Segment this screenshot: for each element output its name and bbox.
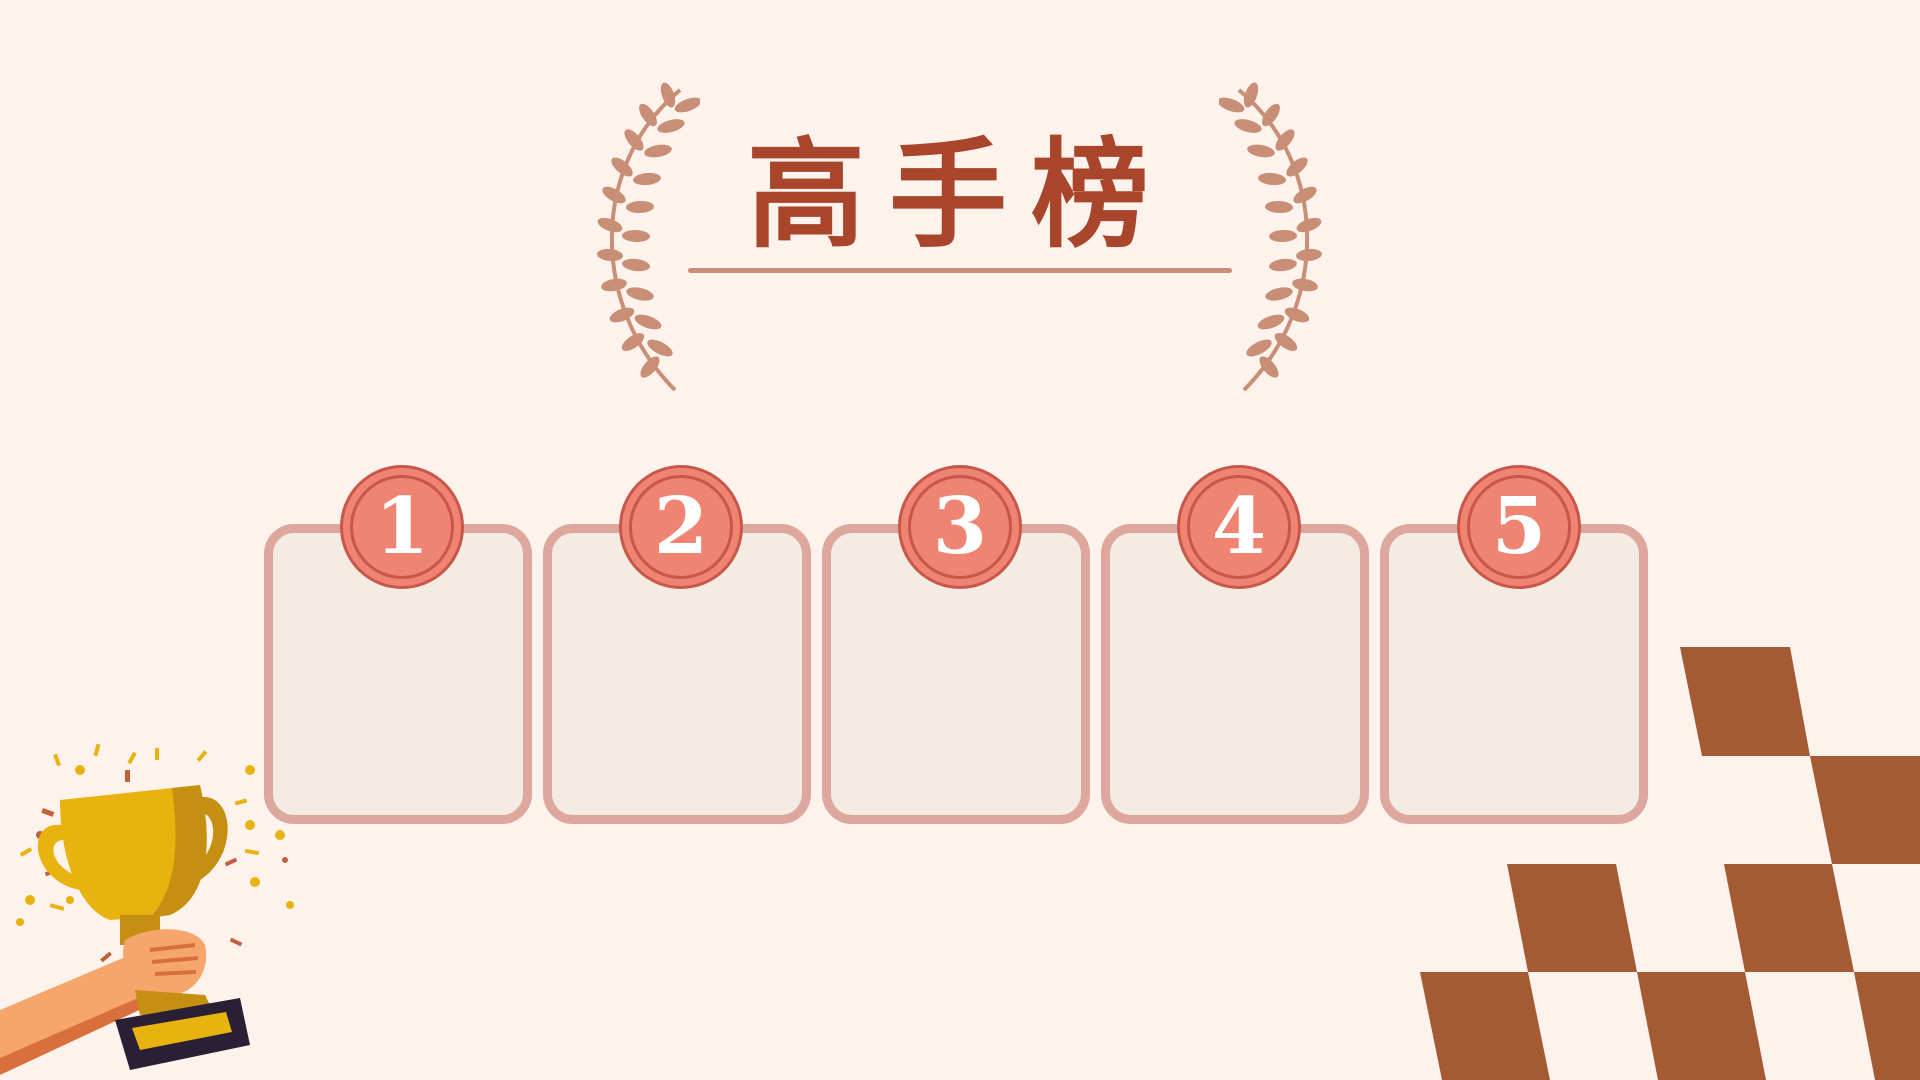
rank-card-1	[264, 524, 532, 824]
rank-number: 3	[932, 481, 988, 572]
page-title: 高手榜	[746, 125, 1173, 264]
rank-badge-3: 3	[901, 468, 1019, 586]
laurel-right-icon	[1219, 82, 1322, 392]
badge-ring	[1187, 475, 1291, 579]
laurel-left-icon	[597, 82, 700, 392]
badge-ring	[629, 475, 733, 579]
rank-number: 1	[374, 481, 430, 572]
rank-badge-5: 5	[1460, 468, 1578, 586]
rank-number: 4	[1211, 481, 1267, 572]
badge-ring	[1467, 475, 1571, 579]
trophy-in-hand-icon	[0, 743, 300, 1075]
rank-number: 5	[1491, 481, 1547, 572]
badge-ring	[350, 475, 454, 579]
rank-badge-2: 2	[622, 468, 740, 586]
badge-ring	[908, 475, 1012, 579]
title-underline	[688, 268, 1232, 273]
rank-badge-4: 4	[1180, 468, 1298, 586]
rank-badge-1: 1	[343, 468, 461, 586]
rank-number: 2	[653, 481, 709, 572]
